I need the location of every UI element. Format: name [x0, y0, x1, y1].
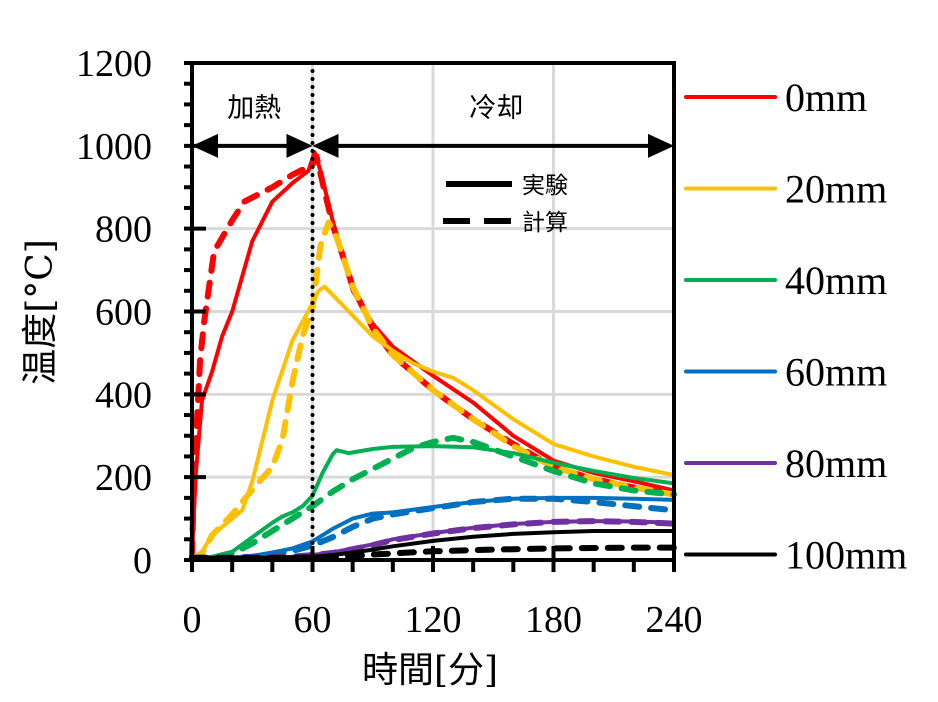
cooling-arrow — [312, 133, 674, 158]
y-tick-label: 400 — [95, 374, 152, 416]
series-line-100mm-exp — [190, 529, 676, 560]
y-axis-title: 温度[°C] — [20, 239, 61, 385]
series-layer — [189, 150, 677, 561]
legend-label-100mm: 100mm — [785, 533, 907, 578]
legend: 0mm 20mm 40mm 60mm 80mm 100mm — [684, 75, 907, 578]
y-tick-label: 1000 — [76, 126, 152, 168]
series-line-0mm-calc — [189, 153, 677, 559]
legend-label-40mm: 40mm — [785, 258, 887, 303]
style-legend-solid-label: 実験 — [522, 173, 568, 199]
cooling-label: 冷却 — [469, 93, 523, 124]
x-axis-title: 時間[分] — [362, 650, 498, 691]
arrow-head-left — [312, 133, 339, 158]
heating-label: 加熱 — [227, 93, 281, 124]
series-line-40mm-exp — [190, 444, 676, 560]
arrow-head-right — [286, 133, 313, 158]
series-line-40mm-calc — [189, 434, 677, 561]
heating-arrow — [192, 133, 313, 158]
y-tick-label: 1200 — [76, 43, 152, 85]
series-line-60mm-exp — [190, 495, 676, 560]
y-tick-label: 200 — [95, 457, 152, 499]
series-line-60mm-calc — [189, 495, 677, 561]
x-tick-labels: 0 60 120 180 240 — [183, 599, 703, 641]
x-tick-label: 0 — [183, 599, 202, 641]
y-tick-labels: 0 200 400 600 800 1000 1200 — [76, 43, 152, 582]
x-tick-label: 180 — [525, 599, 582, 641]
x-tick-label: 120 — [405, 599, 462, 641]
x-tick-label: 60 — [294, 599, 332, 641]
y-tick-label: 600 — [95, 292, 152, 334]
y-tick-label: 0 — [133, 540, 152, 582]
phase-annotations: 加熱 冷却 — [192, 61, 674, 562]
axes — [184, 61, 676, 572]
series-line-20mm-exp — [190, 284, 676, 560]
y-tick-label: 800 — [95, 209, 152, 251]
legend-label-0mm: 0mm — [785, 75, 867, 120]
series-line-100mm-calc — [189, 544, 677, 561]
arrow-head-right — [648, 133, 674, 158]
style-legend-dashed-label: 計算 — [522, 210, 568, 236]
legend-label-60mm: 60mm — [785, 350, 887, 395]
x-tick-label: 240 — [646, 599, 703, 641]
series-line-20mm-calc — [189, 219, 677, 561]
style-legend: 実験 計算 — [443, 173, 568, 236]
legend-label-20mm: 20mm — [785, 167, 887, 212]
legend-label-80mm: 80mm — [785, 441, 887, 486]
